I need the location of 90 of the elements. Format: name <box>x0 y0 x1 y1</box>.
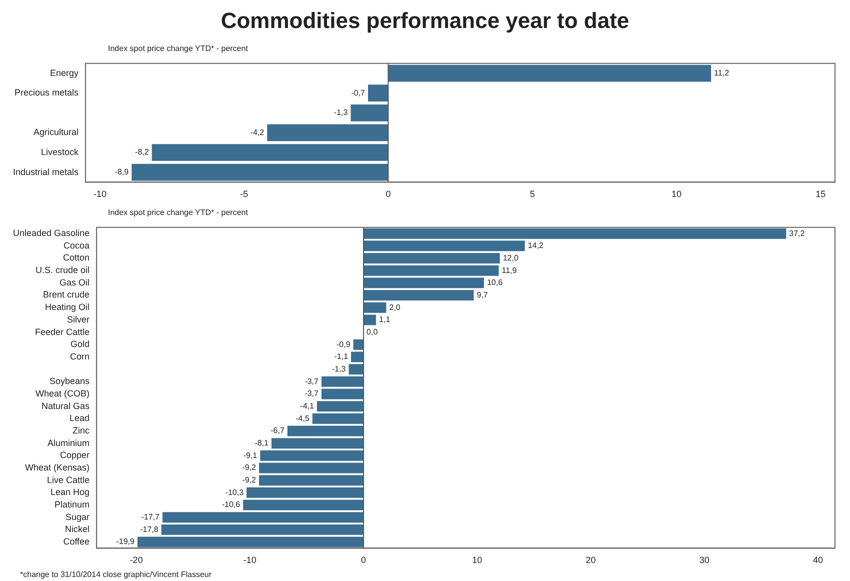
y-tick-label: Energy <box>50 68 80 78</box>
x-tick-label: -5 <box>240 189 248 200</box>
data-label: -10,3 <box>225 488 244 497</box>
bar <box>246 487 364 498</box>
y-tick-label: Gold <box>70 339 90 350</box>
x-tick-label: -10 <box>93 189 106 200</box>
y-tick-label: Zinc <box>72 425 90 436</box>
chart-title: Commodities performance year to date <box>220 8 630 34</box>
y-tick-label: Lean Hog <box>50 487 90 498</box>
x-tick-label: -20 <box>130 555 143 566</box>
data-label: -0,7 <box>351 88 366 98</box>
x-tick-label: 0 <box>386 189 391 200</box>
data-label: -4,1 <box>300 402 314 411</box>
data-label: -1,3 <box>334 108 348 118</box>
y-tick-label: Cotton <box>63 252 90 263</box>
y-tick-label: Feeder Cattle <box>35 326 90 337</box>
bar <box>259 462 364 474</box>
data-label: 37,2 <box>789 228 806 238</box>
data-label: -17,8 <box>140 524 159 534</box>
y-tick-label: Livestock <box>40 146 80 157</box>
x-tick-label: 30 <box>699 555 710 566</box>
data-label: 10,6 <box>486 278 504 288</box>
x-tick-label: 0 <box>361 555 366 566</box>
y-tick-label: Natural Gas <box>42 400 90 411</box>
chart-subtitle: Index spot price change YTD* - percent <box>108 208 249 219</box>
text: *change to 31/10/2014 close graphic/Vincent Flasseur <box>20 570 212 579</box>
data-label: 11,9 <box>502 266 518 275</box>
y-tick-label: Corn <box>70 351 90 362</box>
y-tick-label: Industrial metals <box>12 166 80 177</box>
x-tick-label: 15 <box>816 189 826 200</box>
y-tick-label: Brent crude <box>43 290 90 300</box>
bar <box>364 290 474 301</box>
bar <box>137 536 364 548</box>
x-tick-label: 10 <box>671 189 682 200</box>
y-tick-label: Wheat (COB) <box>36 388 90 398</box>
y-tick-label: Live Cattle <box>47 474 90 485</box>
data-label: -8,9 <box>114 168 130 177</box>
x-tick-label: 10 <box>472 555 482 566</box>
bar <box>259 475 364 486</box>
y-tick-label: Sugar <box>66 512 90 522</box>
y-tick-label: Lead <box>70 413 90 424</box>
data-label: -6,7 <box>270 426 285 436</box>
data-label: 11,2 <box>714 68 730 78</box>
data-label: -4,2 <box>250 128 265 137</box>
y-tick-label: Precious metals <box>14 88 80 98</box>
data-label: -8,2 <box>135 148 150 157</box>
y-tick-label: Aluminium <box>48 438 90 448</box>
y-tick-label: Silver <box>67 314 90 324</box>
y-tick-label: U.S. crude oil <box>36 265 90 276</box>
bar <box>316 401 364 412</box>
data-label: 12,0 <box>502 253 519 262</box>
chart-subtitle: Index spot price change YTD* - percent <box>108 44 249 55</box>
data-label: -0,9 <box>336 340 351 349</box>
bar <box>348 364 364 375</box>
y-tick-label: Coffee <box>63 536 90 547</box>
data-label: -10,6 <box>222 500 241 510</box>
data-label: 1,1 <box>379 315 391 324</box>
y-tick-label: Wheat (Kensas) <box>25 462 90 472</box>
data-label: -17,7 <box>141 512 160 522</box>
y-tick-label: Nickel <box>65 524 90 534</box>
x-tick-label: -10 <box>243 555 256 566</box>
bar <box>364 253 500 264</box>
data-label: 0,0 <box>366 327 378 336</box>
x-tick-label: 5 <box>530 189 535 200</box>
data-label: 2,0 <box>389 302 401 312</box>
bar <box>260 450 364 461</box>
bar <box>272 438 364 449</box>
y-tick-label: Cocoa <box>64 240 90 250</box>
data-label: -3,7 <box>304 376 320 386</box>
y-tick-label: Heating Oil <box>45 302 90 312</box>
data-label: -1,3 <box>332 364 346 374</box>
data-label: -8,1 <box>254 438 270 448</box>
y-tick-label: Gas Oil <box>60 277 90 288</box>
data-label: 9,7 <box>476 290 488 300</box>
data-label: -9,2 <box>242 463 257 472</box>
data-label: -1,1 <box>334 352 349 362</box>
data-label: -3,7 <box>304 389 320 398</box>
data-label: -4,5 <box>296 414 310 423</box>
data-label: -19,9 <box>116 537 135 546</box>
y-tick-label: Soybeans <box>50 376 90 386</box>
y-tick-label: Unleaded Gasoline <box>12 228 90 238</box>
y-tick-label: Platinum <box>54 500 90 510</box>
data-label: -9,2 <box>242 476 257 485</box>
y-tick-label: Copper <box>60 450 90 460</box>
data-label: -9,1 <box>243 450 258 460</box>
y-tick-label: Agricultural <box>33 127 79 138</box>
x-tick-label: 20 <box>586 555 596 566</box>
data-label: 14,2 <box>528 241 544 250</box>
bar <box>161 524 364 535</box>
x-tick-label: 40 <box>812 555 823 566</box>
